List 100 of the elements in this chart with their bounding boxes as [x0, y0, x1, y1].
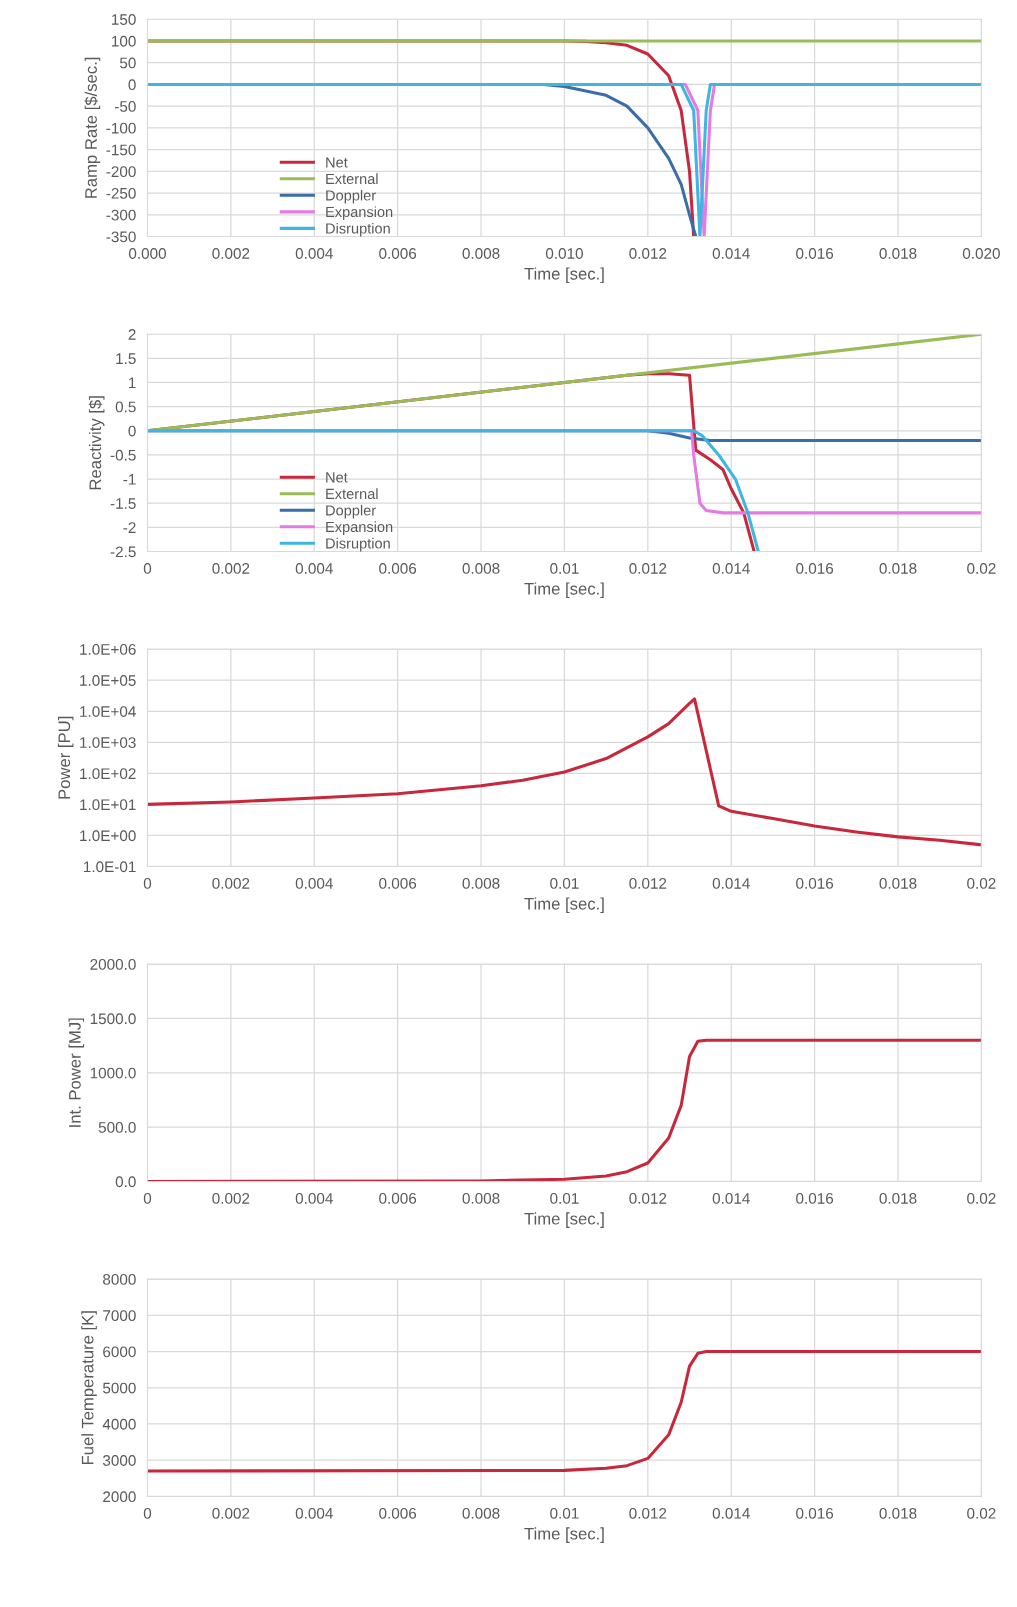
x-tick-label: 0 [143, 1507, 152, 1519]
y-tick-label: 1.0E+06 [80, 644, 136, 655]
y-tick-label: -300 [106, 209, 136, 221]
legend-label: Doppler [326, 189, 376, 204]
x-tick-label: 0.014 [712, 878, 750, 889]
x-axis-title: Time [sec.] [524, 1527, 604, 1543]
x-tick-label: 0.016 [796, 563, 834, 574]
y-tick-label: 1000.0 [90, 1067, 136, 1079]
y-tick-label: -200 [106, 166, 136, 178]
x-tick-label: 0.02 [967, 1192, 996, 1204]
x-tick-label: 0.018 [879, 248, 917, 259]
x-tick-label: 0 [143, 1192, 152, 1204]
legend-label: Expansion [326, 521, 393, 535]
x-axis-title: Time [sec.] [524, 582, 604, 598]
y-tick-label: 500.0 [98, 1122, 136, 1133]
legend-label: Disruption [326, 537, 390, 552]
x-tick-label: 0.004 [295, 248, 333, 259]
x-tick-label: 0.006 [379, 878, 417, 889]
y-axis-title: Power [PU] [57, 716, 74, 799]
legend-label: External [326, 173, 378, 185]
x-tick-label: 0.002 [212, 563, 250, 574]
x-tick-label: 0 [143, 878, 152, 889]
x-tick-label: 0.008 [462, 1192, 500, 1204]
x-tick-label: 0.012 [629, 1507, 667, 1519]
y-tick-label: 0.0 [115, 1176, 136, 1188]
x-tick-label: 0.008 [462, 878, 500, 889]
y-tick-label: 2 [128, 329, 136, 340]
x-tick-label: 0.01 [550, 1507, 579, 1519]
y-tick-label: 3000 [102, 1455, 136, 1466]
x-tick-label: 0.014 [712, 248, 750, 259]
x-tick-label: 0.002 [212, 248, 250, 259]
y-axis-title: Int. Power [MJ] [68, 1018, 85, 1127]
x-tick-label: 0.006 [379, 1192, 417, 1204]
y-tick-label: 1 [129, 377, 136, 389]
y-tick-label: 4000 [102, 1418, 136, 1430]
y-tick-label: -50 [114, 101, 136, 112]
x-tick-label: 0.008 [462, 563, 500, 574]
x-tick-label: 0.012 [629, 248, 667, 259]
y-tick-label: 1.0E+01 [80, 799, 136, 811]
x-axis-title: Time [sec.] [524, 1212, 604, 1228]
y-tick-label: -1 [123, 474, 136, 485]
y-tick-label: 0 [128, 79, 136, 91]
y-tick-label: 1.0E-01 [84, 861, 136, 873]
x-tick-label: 0.012 [629, 878, 667, 889]
legend-label: Net [326, 157, 348, 168]
x-tick-label: 0.006 [379, 248, 417, 259]
x-tick-label: 0.008 [462, 248, 500, 259]
y-tick-label: 1.0E+00 [80, 830, 136, 842]
x-axis-title: Time [sec.] [524, 897, 604, 913]
y-tick-label: 100 [112, 35, 136, 47]
x-tick-label: 0.002 [212, 878, 250, 889]
y-tick-label: 2000 [103, 1491, 136, 1503]
x-tick-label: 0.01 [550, 878, 579, 889]
x-tick-label: 0.018 [879, 1192, 917, 1204]
y-tick-label: -100 [106, 122, 136, 134]
y-tick-label: 5000 [102, 1382, 136, 1394]
x-tick-label: 0.020 [962, 248, 1000, 259]
x-tick-label: 0.004 [295, 563, 333, 574]
y-tick-label: 1500.0 [90, 1013, 136, 1025]
x-tick-label: 0.016 [796, 1192, 834, 1204]
y-tick-label: 0 [128, 425, 136, 437]
x-tick-label: 0.002 [212, 1507, 250, 1519]
y-tick-label: -250 [106, 187, 136, 199]
x-tick-label: 0.002 [212, 1192, 250, 1204]
y-tick-label: 6000 [103, 1346, 136, 1358]
y-tick-label: 7000 [103, 1310, 136, 1322]
x-tick-label: 0.006 [379, 1507, 417, 1519]
x-tick-label: 0 [143, 563, 152, 574]
x-tick-label: 0.010 [545, 248, 583, 259]
legend-label: Net [326, 472, 348, 483]
y-tick-label: 2000.0 [90, 959, 136, 970]
x-tick-label: 0.014 [712, 1192, 750, 1204]
x-tick-label: 0.02 [967, 1507, 996, 1519]
x-tick-label: 0.014 [712, 563, 750, 574]
y-tick-label: 1.0E+05 [80, 675, 136, 686]
x-tick-label: 0.008 [462, 1507, 500, 1519]
y-axis-title: Reactivity [$] [88, 396, 105, 490]
x-tick-label: 0.000 [128, 248, 166, 259]
y-tick-label: -0.5 [110, 449, 136, 461]
y-tick-label: -2.5 [110, 546, 136, 558]
x-tick-label: 0.01 [550, 563, 579, 574]
x-tick-label: 0.02 [967, 878, 996, 889]
legend-label: Expansion [326, 206, 393, 220]
x-tick-label: 0.012 [629, 563, 667, 574]
y-tick-label: 1.5 [116, 353, 136, 365]
x-tick-label: 0.02 [967, 563, 996, 574]
y-tick-label: 8000 [103, 1273, 136, 1285]
y-tick-label: 1.0E+02 [80, 768, 136, 780]
legend-label: External [326, 488, 378, 500]
x-tick-label: 0.004 [295, 1507, 333, 1519]
y-tick-label: -2 [123, 522, 136, 533]
y-axis-title: Fuel Temperature [K] [81, 1311, 97, 1465]
y-tick-label: 50 [119, 57, 136, 69]
y-tick-label: 150 [112, 14, 136, 25]
y-axis-title: Ramp Rate [$/sec.] [84, 57, 101, 198]
legend-label: Disruption [326, 222, 390, 237]
x-tick-label: 0.018 [879, 1507, 917, 1519]
x-tick-label: 0.014 [712, 1507, 750, 1519]
x-tick-label: 0.018 [879, 878, 917, 889]
x-tick-label: 0.012 [629, 1192, 667, 1204]
